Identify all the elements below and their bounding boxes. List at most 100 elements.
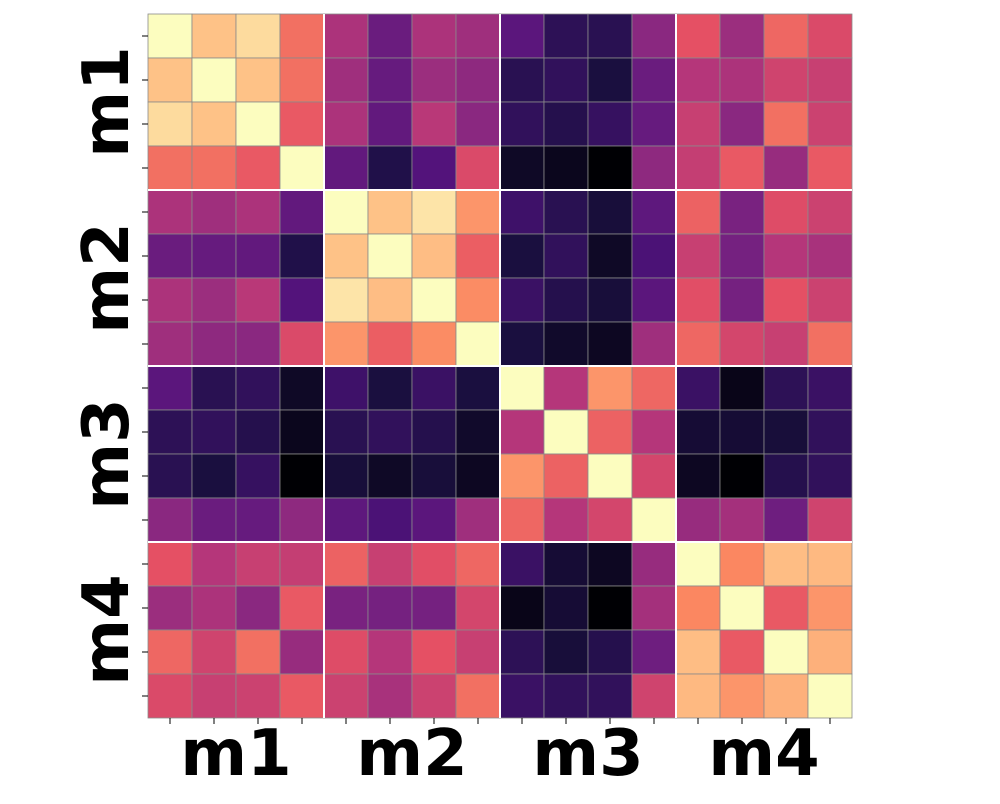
heatmap-cell xyxy=(807,321,853,367)
heatmap-cell xyxy=(323,13,369,59)
heatmap-cell xyxy=(631,585,677,631)
heatmap-cell xyxy=(807,189,853,235)
heatmap-cell xyxy=(719,541,765,587)
heatmap-cell xyxy=(719,321,765,367)
heatmap-cell xyxy=(147,585,193,631)
heatmap-cell xyxy=(367,409,413,455)
heatmap-cell xyxy=(367,57,413,103)
heatmap-cell xyxy=(587,13,633,59)
heatmap-cell xyxy=(235,101,281,147)
heatmap-cell xyxy=(279,365,325,411)
heatmap-cell xyxy=(587,57,633,103)
heatmap-cell xyxy=(235,321,281,367)
heatmap-cell xyxy=(455,233,501,279)
heatmap-cell xyxy=(455,453,501,499)
heatmap-cell xyxy=(499,233,545,279)
heatmap-cell xyxy=(411,189,457,235)
heatmap-cell xyxy=(631,189,677,235)
heatmap-cell xyxy=(587,321,633,367)
heatmap-cell xyxy=(279,101,325,147)
heatmap-cell xyxy=(411,101,457,147)
heatmap-cell xyxy=(191,321,237,367)
heatmap-cell xyxy=(675,585,721,631)
heatmap-cell xyxy=(455,409,501,455)
heatmap-cell xyxy=(147,453,193,499)
heatmap-cell xyxy=(367,453,413,499)
heatmap-cell xyxy=(499,629,545,675)
heatmap-cell xyxy=(719,497,765,543)
heatmap-cell xyxy=(323,453,369,499)
heatmap-cell xyxy=(191,365,237,411)
heatmap-cell xyxy=(763,13,809,59)
heatmap-cell xyxy=(367,541,413,587)
heatmap-cell xyxy=(191,145,237,191)
tick-marks xyxy=(142,35,831,724)
heatmap-cell xyxy=(631,409,677,455)
heatmap-cell xyxy=(147,321,193,367)
heatmap-cell xyxy=(631,365,677,411)
heatmap-cell xyxy=(455,13,501,59)
heatmap-cell xyxy=(543,57,589,103)
heatmap-cell xyxy=(411,233,457,279)
heatmap-cell xyxy=(631,629,677,675)
heatmap-cell xyxy=(411,277,457,323)
heatmap-cell xyxy=(543,541,589,587)
heatmap-cell xyxy=(499,277,545,323)
heatmap-cell xyxy=(279,541,325,587)
heatmap-cell xyxy=(807,629,853,675)
heatmap-cell xyxy=(411,57,457,103)
heatmap-cell xyxy=(191,497,237,543)
heatmap-cell xyxy=(631,497,677,543)
heatmap-cell xyxy=(191,453,237,499)
heatmap-cell xyxy=(587,277,633,323)
heatmap-cell xyxy=(631,145,677,191)
cells-layer xyxy=(147,13,853,719)
heatmap-cell xyxy=(543,145,589,191)
heatmap-cell xyxy=(455,321,501,367)
heatmap-cell xyxy=(147,57,193,103)
heatmap-cell xyxy=(235,585,281,631)
heatmap-cell xyxy=(587,189,633,235)
heatmap-cell xyxy=(499,541,545,587)
heatmap-cell xyxy=(323,101,369,147)
y-block-label: m2 xyxy=(70,222,144,333)
heatmap-cell xyxy=(323,233,369,279)
heatmap-cell xyxy=(499,365,545,411)
heatmap-cell xyxy=(235,453,281,499)
heatmap-cell xyxy=(367,321,413,367)
x-block-label: m3 xyxy=(532,717,643,791)
heatmap-cell xyxy=(147,145,193,191)
heatmap-cell xyxy=(455,365,501,411)
heatmap-cell xyxy=(279,673,325,719)
heatmap-cell xyxy=(279,233,325,279)
heatmap-cell xyxy=(191,13,237,59)
heatmap-cell xyxy=(235,629,281,675)
heatmap-cell xyxy=(279,57,325,103)
heatmap-cell xyxy=(763,321,809,367)
heatmap-cell xyxy=(235,189,281,235)
heatmap-cell xyxy=(323,673,369,719)
heatmap-cell xyxy=(499,497,545,543)
y-block-label: m1 xyxy=(70,46,144,157)
heatmap-cell xyxy=(367,233,413,279)
heatmap-cell xyxy=(763,277,809,323)
heatmap-cell xyxy=(279,409,325,455)
heatmap-cell xyxy=(499,409,545,455)
heatmap-cell xyxy=(191,409,237,455)
heatmap-cell xyxy=(235,541,281,587)
heatmap-cell xyxy=(191,101,237,147)
heatmap-cell xyxy=(807,101,853,147)
heatmap-cell xyxy=(411,629,457,675)
heatmap-cell xyxy=(411,13,457,59)
heatmap-cell xyxy=(411,365,457,411)
heatmap-cell xyxy=(675,629,721,675)
heatmap-cell xyxy=(499,673,545,719)
heatmap-cell xyxy=(763,189,809,235)
heatmap-cell xyxy=(323,541,369,587)
heatmap-cell xyxy=(411,145,457,191)
heatmap-cell xyxy=(147,629,193,675)
heatmap-cell xyxy=(235,497,281,543)
heatmap-cell xyxy=(147,541,193,587)
heatmap-cell xyxy=(587,101,633,147)
